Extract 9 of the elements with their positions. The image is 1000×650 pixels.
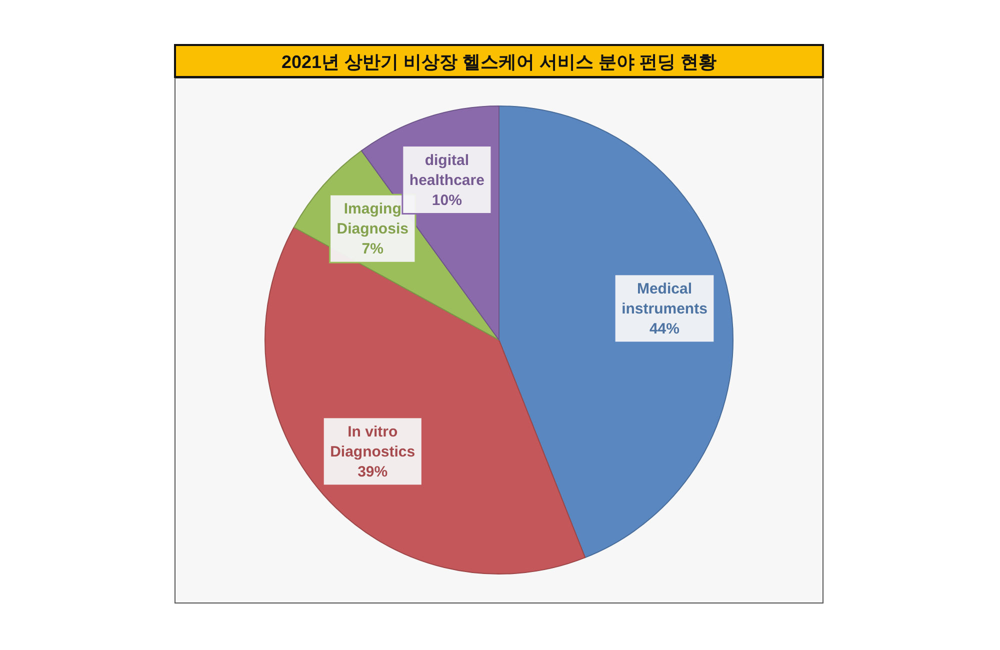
data-label: 10% [432, 192, 462, 209]
slice-label: In vitro Diagnostics [330, 423, 416, 460]
slice-label: Medical instruments [622, 280, 708, 318]
data-label: 44% [649, 320, 680, 338]
title: 2021년 상반기 비상장 헬스케어 서비스 분야 펀딩 현황 [174, 44, 824, 78]
data-label: 39% [358, 463, 388, 480]
slice-label: digital healthcare [409, 152, 484, 189]
data-label: 7% [362, 240, 384, 258]
chart-title: 2021년 상반기 비상장 헬스케어 서비스 분야 펀딩 현황 [281, 52, 717, 72]
